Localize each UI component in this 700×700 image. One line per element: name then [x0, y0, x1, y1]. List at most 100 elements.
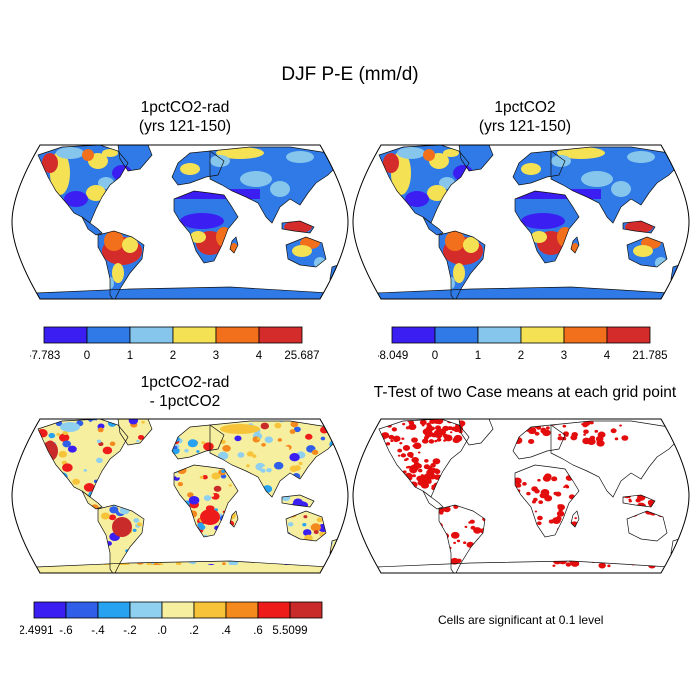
field-cell [90, 420, 99, 427]
field-cell [252, 454, 257, 458]
field-cell [48, 432, 56, 439]
field-cell [628, 498, 632, 501]
colorbar-label: 21.785 [632, 350, 667, 362]
field-cell [390, 439, 394, 443]
coastline-eur [171, 150, 225, 186]
field-cell [102, 446, 113, 455]
field-cell [326, 419, 335, 421]
field-cell [12, 464, 15, 467]
field-cell [96, 457, 103, 463]
field-cell [521, 213, 565, 229]
field-cell [220, 424, 260, 434]
field-cell [62, 430, 68, 435]
field-cell [409, 454, 414, 458]
colorbar-label: .4 [221, 625, 231, 637]
field-cell [116, 412, 121, 416]
map-border [11, 418, 349, 574]
field-cell [397, 448, 403, 453]
field-cell [97, 423, 105, 430]
colorbar-box [520, 326, 565, 344]
field-cell [332, 429, 340, 437]
field-cell [536, 521, 542, 526]
field-cell [137, 522, 142, 527]
colorbar-label: 5.5099 [272, 625, 307, 637]
field-cell [211, 472, 221, 480]
colorbar-label: -7.783 [30, 350, 60, 362]
field-cell [442, 433, 449, 438]
field-cell [187, 492, 194, 498]
field-cell [589, 435, 596, 441]
field-cell [329, 558, 333, 562]
coastline-eur [171, 424, 225, 460]
coastline-mad [570, 236, 580, 254]
field-cell [200, 509, 220, 525]
field-cell [405, 191, 429, 207]
field-cell [11, 407, 14, 410]
colorbar-box [129, 601, 163, 619]
field-cell [402, 422, 406, 426]
field-cell [83, 483, 95, 492]
field-cell [23, 409, 29, 413]
field-cell [222, 444, 231, 452]
field-cell [311, 409, 315, 412]
field-cell [534, 510, 538, 513]
field-cell [447, 426, 453, 431]
field-cell [436, 437, 442, 442]
field-cell [221, 469, 226, 473]
field-cell [594, 429, 599, 433]
field-cell [260, 422, 270, 430]
field-cell [344, 524, 350, 529]
field-cell [405, 457, 409, 461]
colorbar-box [606, 326, 651, 344]
field-cell [286, 151, 314, 163]
field-cell [87, 411, 92, 415]
panel-1-colorbar: -7.783 0 1 2 3 4 25.687 [30, 326, 320, 362]
field-cell [552, 517, 561, 525]
field-cell [439, 419, 443, 422]
field-cell [443, 506, 451, 513]
field-cell [558, 508, 563, 512]
field-cell [133, 518, 140, 523]
field-cell [295, 410, 303, 416]
field-cell [432, 458, 441, 465]
field-cell [290, 421, 299, 428]
field-cell [402, 445, 411, 451]
field-cell [555, 491, 562, 497]
colorbar-box [257, 601, 291, 619]
colorbar-box [86, 326, 131, 344]
field-cell [393, 438, 399, 443]
field-cell [284, 409, 290, 414]
field-cell [14, 441, 20, 446]
field-cell [283, 446, 290, 452]
field-cell [239, 409, 250, 418]
field-cell [534, 489, 540, 494]
coastline-nam [378, 145, 470, 224]
field-cell [601, 441, 605, 444]
field-cell [10, 537, 17, 543]
field-cell [109, 506, 119, 514]
field-cell [82, 149, 94, 161]
colorbar-box [43, 326, 88, 344]
coastline-nam [37, 419, 129, 498]
field-cell [439, 511, 444, 515]
field-cell [400, 453, 407, 458]
field-cell [277, 438, 283, 442]
field-cell [427, 185, 447, 201]
field-cell [58, 419, 70, 420]
field-cell [313, 530, 319, 535]
figure-title: DJF P-E (mm/d) [281, 64, 419, 85]
colorbar-box [172, 326, 217, 344]
panel-1-title: 1pctCO2-rad (yrs 121-150) [20, 98, 350, 136]
field-cell [123, 410, 128, 414]
field-cell [165, 572, 173, 573]
coastline-aus [285, 510, 327, 542]
field-cell [62, 463, 73, 472]
panel-1-title-line2: (yrs 121-150) [138, 118, 232, 135]
field-cell [614, 437, 619, 441]
field-cell [10, 457, 13, 460]
coastline-sea [281, 494, 315, 508]
field-cell [292, 245, 312, 257]
field-cell [534, 431, 540, 436]
colorbar-label: -.6 [59, 625, 72, 637]
field-cell [582, 437, 591, 445]
